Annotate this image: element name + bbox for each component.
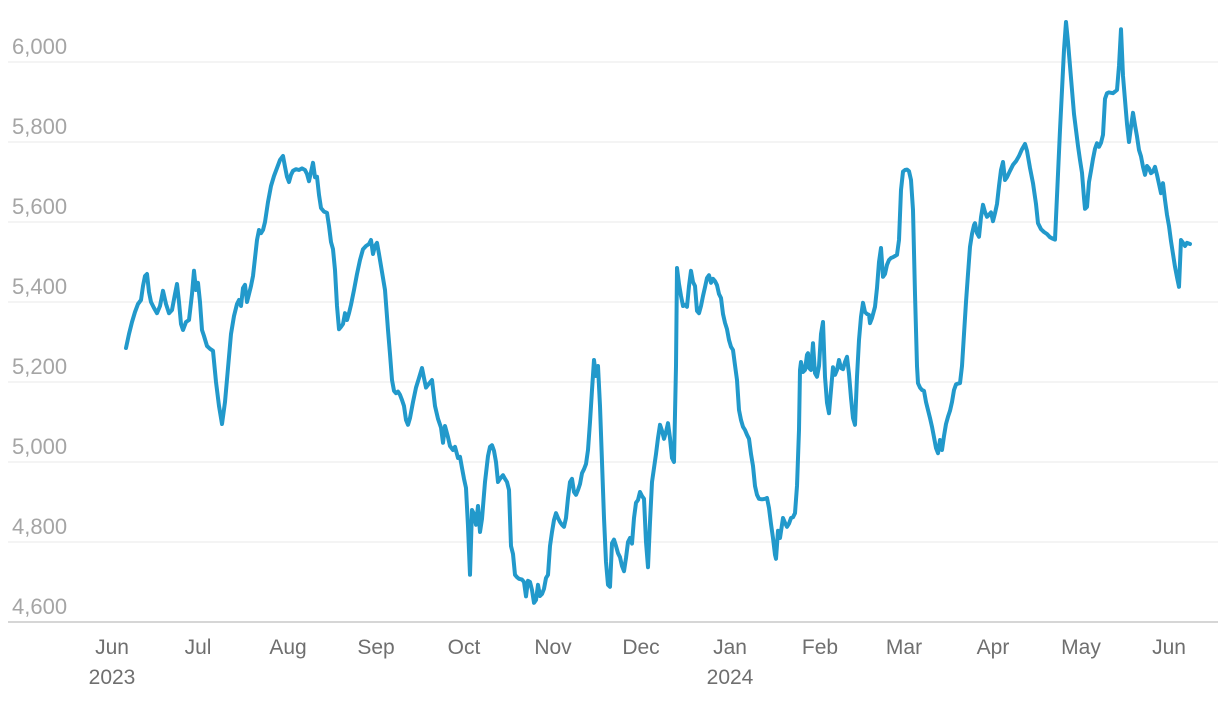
x-axis-year-label: 2023 <box>89 666 136 689</box>
x-axis-tick-label: Jun <box>95 636 129 659</box>
x-axis-tick-label: Aug <box>269 636 306 659</box>
y-axis-tick-label: 6,000 <box>12 34 67 59</box>
x-axis-tick-label: Apr <box>977 636 1010 659</box>
x-axis-tick-label: Feb <box>802 636 838 659</box>
price-line-series <box>124 20 1192 605</box>
x-axis-tick-label: Nov <box>534 636 572 659</box>
y-axis-labels: 6,000 5,800 5,600 5,400 5,200 5,000 4,800 4,600 <box>12 34 67 619</box>
x-axis-tick-label: Sep <box>357 636 394 659</box>
y-axis-tick-label: 5,000 <box>12 434 67 459</box>
x-axis-tick-label: Jun <box>1152 636 1186 659</box>
y-axis-tick-label: 5,400 <box>12 274 67 299</box>
y-axis-tick-label: 4,800 <box>12 514 67 539</box>
y-axis-tick-label: 4,600 <box>12 594 67 619</box>
y-axis-tick-label: 5,800 <box>12 114 67 139</box>
x-axis-tick-label: May <box>1061 636 1101 659</box>
x-axis-tick-label: Mar <box>886 636 922 659</box>
y-axis-tick-label: 5,600 <box>12 194 67 219</box>
x-axis-tick-label: Oct <box>448 636 481 659</box>
x-axis-labels: Jun 2023 Jul Aug Sep Oct Nov Dec Jan 2024 Feb Mar Ap… <box>89 636 1186 689</box>
x-axis-year-label: 2024 <box>707 666 754 689</box>
gridlines <box>8 61 1218 623</box>
x-axis-tick-label: Jul <box>185 636 212 659</box>
x-axis-tick-label: Jan <box>713 636 747 659</box>
x-axis-tick-label: Dec <box>622 636 659 659</box>
y-axis-tick-label: 5,200 <box>12 354 67 379</box>
